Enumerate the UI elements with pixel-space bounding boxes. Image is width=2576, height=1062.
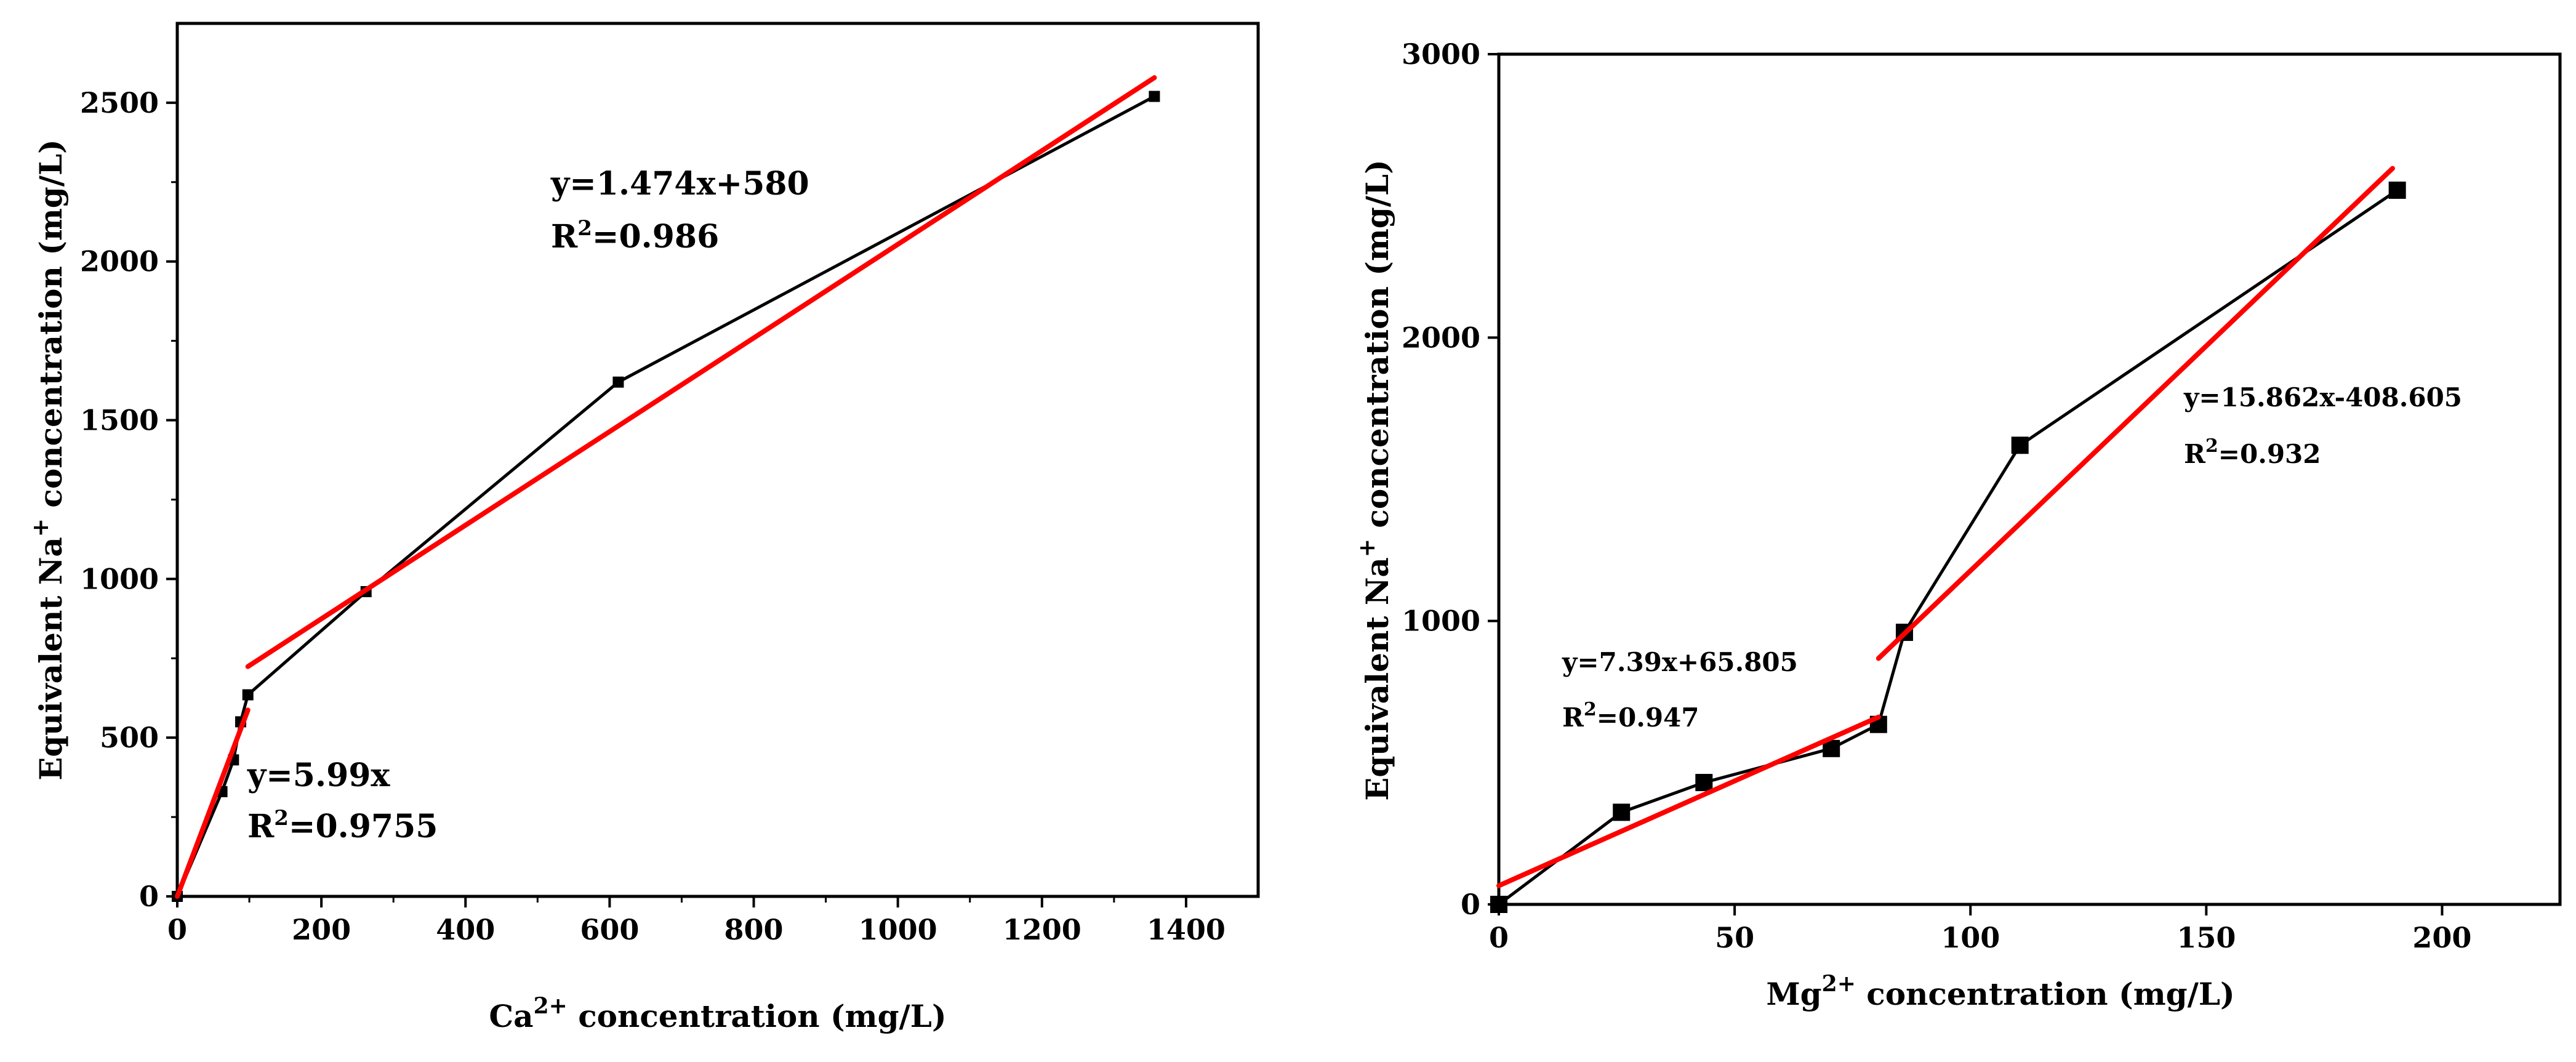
x-tick-label: 0 <box>167 913 187 946</box>
x-tick-label: 0 <box>1489 921 1509 954</box>
data-series <box>1490 181 2406 913</box>
x-tick-label: 1000 <box>859 913 937 946</box>
equation-upper-r2: R2=0.932 <box>2184 435 2321 469</box>
y-tick-label: 0 <box>139 880 159 913</box>
plot-frame <box>1497 52 2562 906</box>
equation-upper-r2: R2=0.986 <box>551 216 719 255</box>
equation-upper: y=15.862x-408.605 R2=0.932 <box>2183 382 2462 469</box>
fit-2-line <box>1876 166 2395 661</box>
x-tick-label: 600 <box>580 913 639 946</box>
equation-lower-r2: R2=0.947 <box>1562 699 1699 733</box>
y-tick-label: 0 <box>1461 888 1480 921</box>
x-tick-label: 1400 <box>1147 913 1226 946</box>
fit-1-line <box>175 707 251 899</box>
x-tick-label: 200 <box>2412 921 2471 954</box>
series-line <box>1498 188 2399 906</box>
data-point <box>1695 774 1713 792</box>
chart-left-ca: 0 200 400 600 800 1000 1200 1400 0 500 1000 1500 200… <box>28 22 1260 1034</box>
x-tick-label: 150 <box>2177 921 2236 954</box>
equation-lower-line: y=5.99x <box>247 757 390 794</box>
fit-lines <box>1496 166 2395 888</box>
y-tick-label: 3000 <box>1402 38 1480 71</box>
x-tick-label: 50 <box>1715 921 1754 954</box>
fit-1-line <box>1496 714 1881 888</box>
equation-upper-line: y=15.862x-408.605 <box>2183 382 2462 412</box>
data-point <box>1490 896 1507 913</box>
y-axis-title: Equivalent Na+ concentration (mg/L) <box>1354 159 1395 801</box>
equation-lower-line: y=7.39x+65.805 <box>1562 647 1798 677</box>
data-point <box>612 376 624 388</box>
plot-frame <box>175 22 1260 898</box>
y-tick-label: 2500 <box>80 86 159 119</box>
y-tick-label: 1500 <box>80 404 159 437</box>
equation-upper-line: y=1.474x+580 <box>550 165 809 203</box>
equation-upper: y=1.474x+580 R2=0.986 <box>550 165 809 255</box>
x-tick-label: 400 <box>436 913 495 946</box>
y-tick-label: 1000 <box>1402 605 1480 638</box>
data-point <box>242 689 254 701</box>
x-tick-label: 1200 <box>1003 913 1081 946</box>
x-tick-label: 200 <box>292 913 351 946</box>
fit-lines <box>175 75 1157 899</box>
equation-lower: y=7.39x+65.805 R2=0.947 <box>1562 647 1798 733</box>
data-point <box>1613 803 1631 821</box>
y-tick-label: 1000 <box>80 562 159 595</box>
data-point <box>2388 181 2406 199</box>
x-axis-title: Ca2+ concentration (mg/L) <box>489 993 946 1034</box>
axis-ticks: 0 200 400 600 800 1000 1200 1400 0 500 1000 1500 200… <box>80 86 1226 946</box>
y-tick-label: 500 <box>100 721 159 754</box>
y-tick-label: 2000 <box>80 245 159 278</box>
fit-2-line <box>245 75 1157 669</box>
data-point <box>1149 91 1160 102</box>
equation-lower: y=5.99x R2=0.9755 <box>247 757 438 845</box>
x-tick-label: 100 <box>1941 921 2000 954</box>
x-tick-label: 800 <box>724 913 784 946</box>
x-axis-title: Mg2+ concentration (mg/L) <box>1766 971 2234 1012</box>
equation-lower-r2: R2=0.9755 <box>247 806 438 845</box>
y-axis-title: Equivalent Na+ concentration (mg/L) <box>28 139 69 781</box>
y-tick-label: 2000 <box>1402 321 1480 354</box>
data-point <box>2011 436 2029 454</box>
